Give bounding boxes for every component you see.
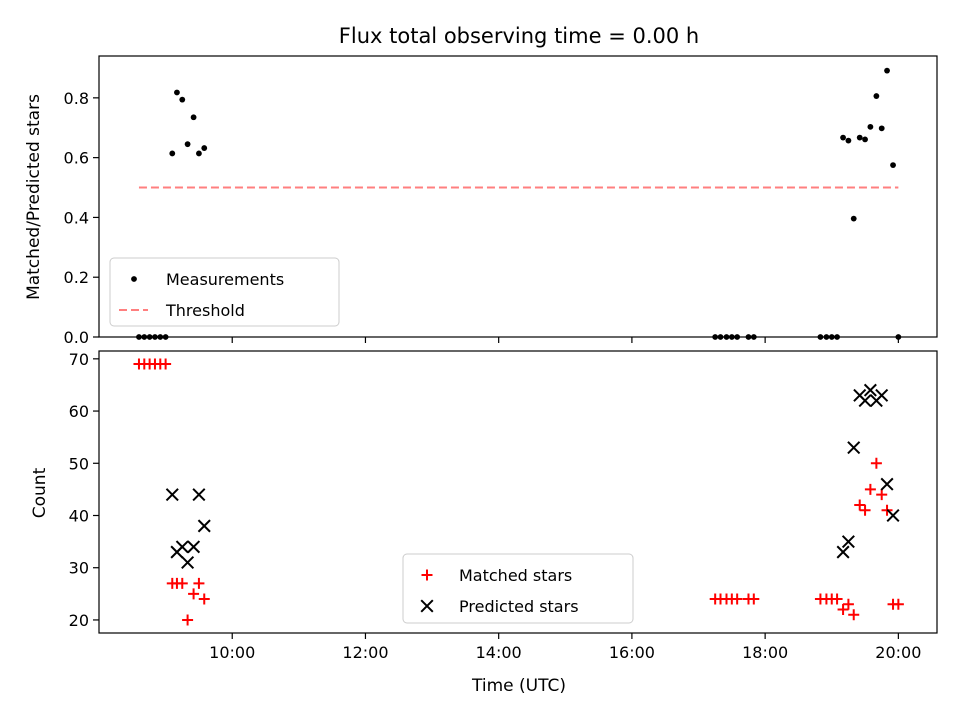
top-point-dot: [850, 215, 857, 222]
top-legend-label: Measurements: [166, 270, 284, 289]
bottom-point-x: [836, 545, 850, 559]
top-point-dot: [201, 145, 208, 151]
top-legend-box: [109, 257, 340, 327]
bottom-y-tick-label: 20: [69, 611, 89, 630]
bottom-x-tick-label: 18:00: [742, 643, 788, 662]
top-y-tick-label: 0.0: [64, 328, 89, 347]
top-legend-marker: [131, 276, 137, 282]
bottom-point-plus: [193, 577, 205, 589]
bottom-x-tick-label: 16:00: [609, 643, 655, 662]
bottom-point-plus: [859, 504, 871, 516]
top-y-tick-label: 0.6: [64, 149, 89, 168]
bottom-point-plus: [892, 598, 904, 610]
top-point-dot: [884, 67, 890, 74]
bottom-legend-marker: [420, 599, 434, 613]
chart-title: Flux total observing time = 0.00 h: [339, 24, 699, 48]
bottom-point-x: [197, 519, 211, 533]
bottom-y-tick-label: 70: [69, 350, 89, 369]
top-point-dot: [873, 93, 880, 99]
bottom-point-plus: [748, 593, 760, 605]
top-y-axis-label: Matched/Predicted stars: [24, 94, 44, 300]
bottom-point-plus: [831, 593, 843, 605]
top-legend: Measurements Threshold: [109, 257, 340, 327]
bottom-point-plus: [182, 614, 194, 626]
top-point-dot: [184, 141, 191, 148]
bottom-y-tick-label: 30: [69, 559, 89, 578]
bottom-point-x: [175, 540, 189, 554]
bottom-legend-box: [402, 553, 634, 624]
bottom-series-1: [165, 383, 900, 570]
top-point-dot: [890, 162, 896, 169]
top-point-dot: [878, 125, 885, 132]
bottom-point-plus: [842, 598, 854, 610]
bottom-legend-marker: [421, 569, 433, 581]
top-y-tick-label: 0.8: [64, 89, 89, 108]
bottom-point-x: [847, 441, 861, 455]
bottom-y-tick-label: 40: [69, 507, 89, 526]
bottom-x-tick-label: 14:00: [476, 643, 522, 662]
top-point-dot: [856, 134, 863, 141]
bottom-plot-area: [133, 358, 904, 626]
bottom-point-plus: [854, 499, 866, 511]
bottom-x-tick-label: 20:00: [875, 643, 921, 662]
bottom-point-plus: [870, 457, 882, 469]
bottom-point-x: [841, 535, 855, 549]
bottom-point-plus: [848, 609, 860, 621]
top-point-dot: [196, 150, 202, 157]
top-panel-frame: [98, 55, 938, 338]
top-point-dot: [179, 96, 186, 103]
bottom-panel: 20 30 40 50 60 70 10:00 12:00 14:00 16:00 18:00 20:…: [69, 350, 922, 662]
bottom-point-plus: [198, 593, 210, 605]
bottom-y-tick-label: 50: [69, 454, 89, 473]
top-point-dot: [862, 136, 868, 143]
bottom-point-x: [187, 540, 201, 554]
top-point-dot: [845, 137, 852, 144]
bottom-point-x: [181, 555, 195, 570]
bottom-point-x: [886, 508, 900, 523]
top-point-dot: [169, 150, 176, 157]
top-y-tick-label: 0.2: [64, 268, 89, 287]
bottom-y-axis-label: Count: [30, 467, 50, 518]
bottom-point-plus: [864, 483, 876, 495]
top-point-dot: [174, 89, 180, 96]
top-point-dot: [840, 134, 846, 141]
bottom-point-plus: [176, 577, 188, 589]
bottom-legend-label: Matched stars: [459, 566, 572, 585]
top-y-tick-label: 0.4: [64, 208, 89, 227]
bottom-point-plus: [160, 358, 172, 370]
x-axis-label: Time (UTC): [471, 676, 566, 696]
top-legend-label: Threshold: [165, 301, 245, 320]
bottom-point-plus: [188, 588, 200, 600]
bottom-legend-label: Predicted stars: [459, 597, 579, 616]
bottom-x-tick-label: 10:00: [209, 643, 255, 662]
bottom-point-plus: [731, 593, 743, 605]
bottom-point-plus: [876, 489, 888, 501]
bottom-point-x: [875, 388, 889, 402]
bottom-point-x: [192, 488, 206, 502]
bottom-y-tick-label: 60: [69, 402, 89, 421]
top-panel: 0.0 0.2 0.4 0.6 0.8 Measurements Threshold: [64, 67, 902, 347]
bottom-point-x: [165, 488, 179, 502]
bottom-point-x: [858, 394, 872, 408]
bottom-x-tick-label: 12:00: [342, 643, 388, 662]
bottom-series-0: [133, 358, 904, 626]
top-point-dot: [867, 123, 874, 130]
bottom-panel-frame: [98, 350, 938, 634]
bottom-point-plus: [837, 604, 849, 615]
bottom-point-x: [863, 383, 877, 397]
top-point-dot: [190, 114, 197, 121]
bottom-legend: Matched stars Predicted stars: [402, 553, 634, 624]
bottom-point-x: [880, 477, 894, 491]
